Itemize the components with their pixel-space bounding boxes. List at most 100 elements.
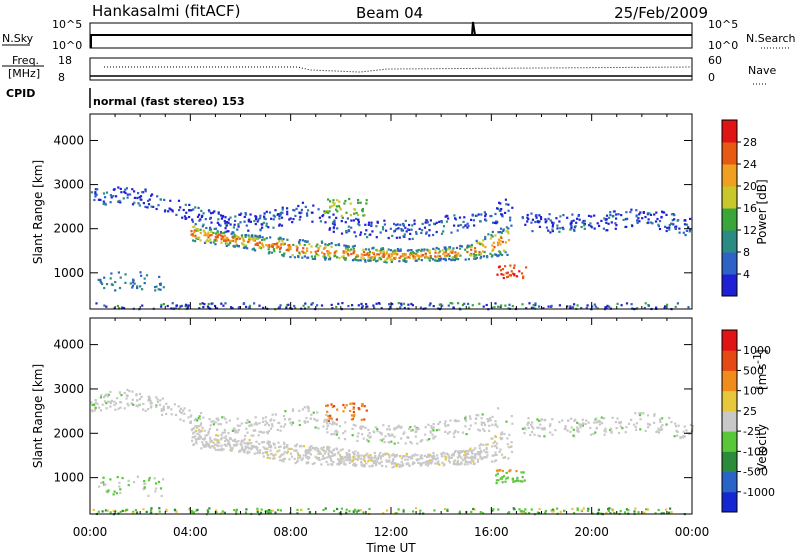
- power-pixel: [361, 209, 364, 212]
- velocity-pixel: [214, 509, 218, 512]
- velocity-pixel: [331, 405, 334, 408]
- velocity-pixel: [381, 464, 384, 467]
- power-colorbar-tick-label: 24: [743, 158, 757, 171]
- velocity-pixel: [397, 424, 400, 427]
- velocity-pixel: [409, 426, 412, 429]
- velocity-pixel: [426, 439, 429, 442]
- velocity-colorbar-tick-label: -1000: [743, 486, 775, 499]
- power-pixel: [497, 231, 500, 234]
- power-pixel: [118, 307, 121, 310]
- velocity-pixel: [272, 457, 275, 460]
- power-pixel: [215, 239, 219, 242]
- power-pixel: [674, 226, 677, 229]
- velocity-pixel: [361, 433, 364, 436]
- power-pixel: [347, 225, 350, 228]
- power-pixel: [304, 302, 307, 305]
- power-pixel: [375, 236, 378, 239]
- power-pixel: [190, 233, 193, 236]
- velocity-pixel: [551, 510, 554, 513]
- velocity-pixel: [453, 435, 456, 439]
- velocity-pixel: [576, 428, 580, 431]
- power-pixel: [225, 244, 228, 247]
- power-pixel: [504, 241, 507, 244]
- velocity-pixel: [458, 510, 461, 513]
- power-pixel: [278, 215, 281, 218]
- velocity-pixel: [391, 434, 394, 437]
- velocity-pixel: [460, 456, 463, 459]
- power-pixel: [249, 220, 252, 223]
- velocity-pixel: [423, 454, 426, 457]
- power-pixel: [236, 236, 239, 239]
- power-pixel: [157, 288, 160, 291]
- power-pixel: [678, 227, 681, 230]
- velocity-pixel: [236, 417, 239, 420]
- power-pixel: [298, 218, 301, 221]
- velocity-pixel: [336, 408, 339, 411]
- power-pixel: [661, 211, 664, 214]
- velocity-pixel: [198, 415, 201, 418]
- power-pixel: [162, 286, 165, 289]
- velocity-pixel: [213, 438, 216, 441]
- power-ytick-label: 1000: [53, 266, 84, 280]
- power-pixel: [345, 251, 348, 254]
- power-pixel: [359, 233, 362, 236]
- velocity-pixel: [198, 433, 201, 436]
- power-pixel: [453, 259, 456, 262]
- power-pixel: [155, 285, 158, 288]
- velocity-pixel: [110, 399, 113, 402]
- velocity-pixel: [584, 423, 587, 426]
- velocity-pixel: [150, 402, 153, 405]
- power-pixel: [420, 255, 423, 258]
- power-pixel: [423, 248, 426, 251]
- velocity-pixel: [480, 451, 483, 454]
- power-pixel: [138, 196, 141, 199]
- velocity-pixel: [126, 394, 129, 397]
- power-pixel: [447, 304, 450, 307]
- power-pixel: [391, 302, 394, 306]
- power-pixel: [491, 306, 494, 309]
- velocity-pixel: [524, 512, 527, 515]
- power-pixel: [404, 219, 407, 222]
- power-pixel: [286, 210, 289, 213]
- power-pixel: [492, 241, 495, 244]
- power-pixel: [218, 223, 221, 226]
- velocity-pixel: [278, 449, 281, 452]
- velocity-pixel: [142, 488, 145, 491]
- power-pixel: [395, 236, 398, 239]
- power-pixel: [248, 306, 251, 309]
- velocity-pixel: [488, 424, 491, 427]
- power-pixel: [300, 208, 303, 211]
- velocity-pixel: [455, 420, 458, 423]
- power-pixel: [216, 231, 219, 234]
- power-pixel: [266, 245, 270, 248]
- velocity-pixel: [148, 397, 152, 400]
- power-pixel: [502, 228, 505, 231]
- power-pixel: [364, 248, 368, 251]
- velocity-pixel: [647, 426, 650, 429]
- power-pixel: [535, 216, 538, 219]
- power-pixel: [473, 224, 476, 227]
- velocity-pixel: [135, 399, 139, 402]
- velocity-pixel: [674, 425, 678, 428]
- power-pixel: [434, 259, 437, 262]
- velocity-pixel: [491, 509, 494, 512]
- power-pixel: [220, 232, 223, 235]
- power-pixel: [237, 244, 240, 248]
- power-pixel: [240, 236, 244, 239]
- power-pixel: [332, 199, 335, 202]
- velocity-pixel: [306, 456, 310, 459]
- power-pixel: [616, 302, 619, 305]
- power-pixel: [478, 250, 481, 254]
- power-pixel: [364, 233, 367, 236]
- power-pixel: [287, 249, 290, 252]
- power-pixel: [459, 247, 462, 250]
- power-pixel: [435, 230, 438, 234]
- power-pixel: [330, 303, 333, 306]
- velocity-pixel: [581, 424, 584, 427]
- velocity-pixel: [407, 456, 410, 459]
- power-pixel: [424, 221, 427, 224]
- power-pixel: [389, 259, 392, 262]
- power-pixel: [105, 305, 108, 308]
- power-pixel: [259, 229, 262, 232]
- power-pixel: [612, 214, 615, 217]
